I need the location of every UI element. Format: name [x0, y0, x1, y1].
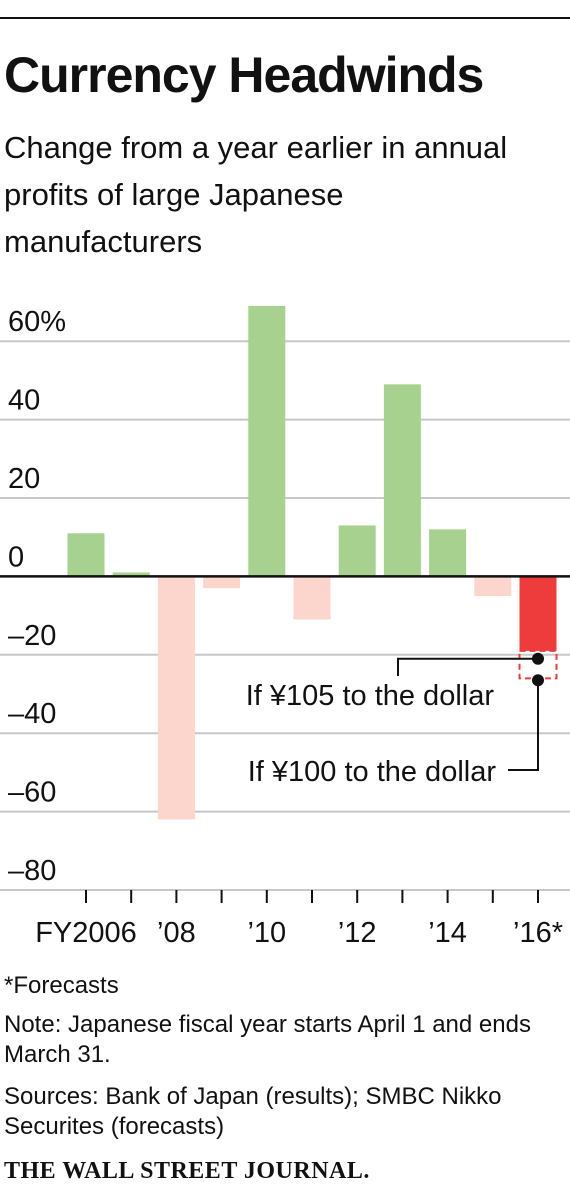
- y-tick-label: –20: [8, 620, 56, 652]
- x-tick-label: FY2006: [35, 917, 137, 949]
- annotation-label: If ¥100 to the dollar: [248, 756, 497, 788]
- bar: [338, 525, 376, 577]
- footnote: *Forecasts: [4, 972, 119, 999]
- bar: [474, 576, 512, 596]
- annotation-leader: [508, 680, 539, 771]
- y-tick-label: 40: [8, 385, 40, 417]
- x-tick-label: ’10: [247, 917, 286, 949]
- chart-title: Currency Headwinds: [4, 47, 484, 103]
- x-tick-label: ’14: [428, 917, 467, 949]
- sources: Sources: Bank of Japan (results); SMBC N…: [4, 1083, 502, 1140]
- chart-subtitle: Change from a year earlier in annual pro…: [4, 130, 508, 259]
- bar: [112, 572, 150, 577]
- bar: [519, 576, 557, 651]
- bar: [67, 533, 105, 577]
- bar: [383, 384, 421, 577]
- y-tick-label: –60: [8, 777, 56, 809]
- x-tick-label: ’16*: [513, 917, 563, 949]
- annotation-leader: [397, 657, 538, 676]
- bar: [293, 576, 331, 620]
- y-tick-label: 20: [8, 463, 40, 495]
- y-tick-label: 0: [8, 541, 24, 573]
- annotation-dot: [532, 652, 544, 665]
- annotation-label: If ¥105 to the dollar: [246, 680, 495, 712]
- y-tick-label: 60%: [8, 306, 66, 338]
- credit: THE WALL STREET JOURNAL.: [4, 1158, 370, 1184]
- bar: [248, 305, 286, 577]
- bar: [429, 529, 467, 577]
- annotation-dot: [532, 674, 544, 687]
- bar: [157, 576, 195, 820]
- note: Note: Japanese fiscal year starts April …: [4, 1011, 531, 1068]
- y-tick-label: –40: [8, 698, 56, 730]
- y-tick-label: –80: [8, 855, 56, 887]
- x-tick-label: ’12: [338, 917, 377, 949]
- bar: [203, 576, 241, 589]
- x-tick-label: ’08: [157, 917, 196, 949]
